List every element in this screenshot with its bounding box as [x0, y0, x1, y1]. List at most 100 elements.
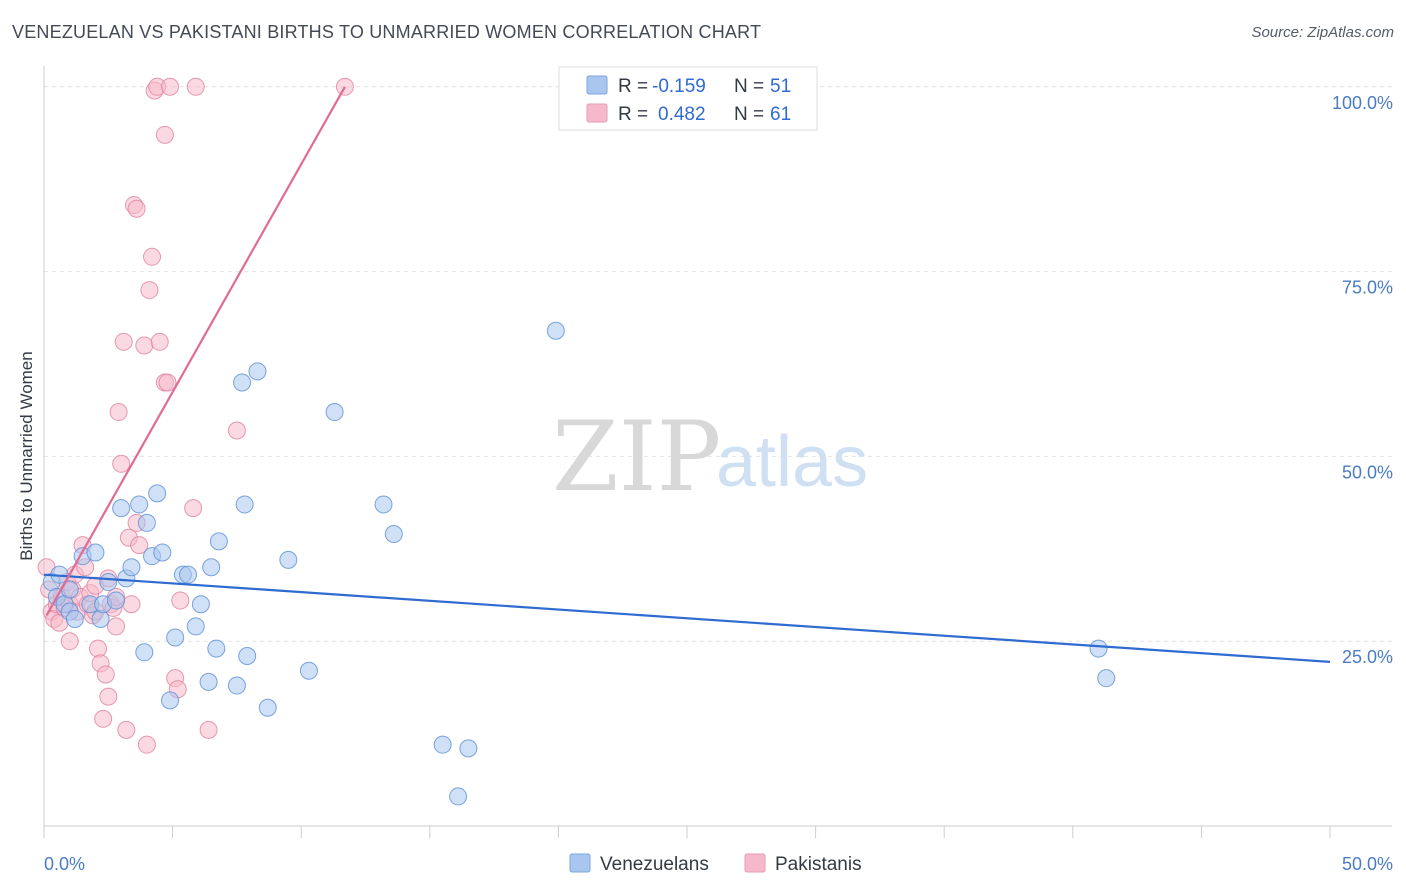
legend-swatch-venezuelans — [586, 75, 608, 95]
x-tick-label-max: 50.0% — [1342, 854, 1393, 874]
legend-n-value-pakistanis: 61 — [770, 104, 791, 125]
y-axis-title: Births to Unmarried Women — [17, 351, 36, 560]
bottom-legend-label-pakistanis: Pakistanis — [775, 854, 862, 875]
data-point-venezuelans — [209, 532, 228, 551]
data-point-pakistanis — [112, 454, 131, 473]
data-point-pakistanis — [140, 281, 159, 300]
gridlines — [44, 86, 1392, 642]
bottom-legend-swatch-venezuelans — [569, 853, 591, 873]
data-points — [37, 77, 1116, 806]
data-point-venezuelans — [179, 565, 198, 584]
data-point-pakistanis — [227, 421, 246, 440]
y-tick-label: 75.0% — [1342, 278, 1393, 298]
data-point-pakistanis — [135, 336, 154, 355]
data-point-pakistanis — [171, 591, 190, 610]
legend-r-value-pakistanis: 0.482 — [658, 104, 706, 125]
data-point-venezuelans — [279, 550, 298, 569]
data-point-pakistanis — [122, 595, 141, 614]
legend-n-label-venezuelans: N = — [734, 76, 764, 97]
data-point-venezuelans — [1089, 639, 1108, 658]
data-point-pakistanis — [96, 665, 115, 684]
chart-title: VENEZUELAN VS PAKISTANI BIRTHS TO UNMARR… — [12, 22, 762, 42]
data-point-venezuelans — [202, 558, 221, 577]
trend-lines — [43, 86, 1331, 663]
data-point-venezuelans — [135, 643, 154, 662]
data-point-pakistanis — [127, 199, 146, 218]
data-point-pakistanis — [155, 125, 174, 144]
data-point-pakistanis — [107, 617, 126, 636]
data-point-pakistanis — [158, 373, 177, 392]
data-point-venezuelans — [91, 610, 110, 629]
watermark-zip: ZIP — [552, 401, 721, 513]
trend-line-venezuelans — [43, 573, 1331, 663]
data-point-pakistanis — [94, 709, 113, 728]
x-tick-label-min: 0.0% — [44, 854, 85, 874]
data-point-venezuelans — [374, 495, 393, 514]
data-point-venezuelans — [99, 573, 118, 592]
data-point-pakistanis — [186, 77, 205, 96]
data-point-pakistanis — [117, 720, 136, 739]
y-tick-labels: 25.0% 50.0% 75.0% 100.0% — [1332, 93, 1393, 667]
data-point-pakistanis — [89, 639, 108, 658]
data-point-venezuelans — [161, 691, 180, 710]
x-tick-labels: 0.0% 50.0% — [44, 854, 1393, 874]
data-point-venezuelans — [1097, 669, 1116, 688]
data-point-pakistanis — [130, 536, 149, 555]
data-point-venezuelans — [233, 373, 252, 392]
data-point-pakistanis — [114, 332, 133, 351]
data-point-venezuelans — [166, 628, 185, 647]
data-point-venezuelans — [238, 646, 257, 665]
data-point-venezuelans — [235, 495, 254, 514]
watermark: ZIP atlas — [552, 401, 868, 513]
data-point-venezuelans — [199, 672, 218, 691]
y-tick-label: 100.0% — [1332, 93, 1393, 113]
data-point-venezuelans — [153, 543, 172, 562]
data-point-pakistanis — [99, 687, 118, 706]
data-point-venezuelans — [299, 661, 318, 680]
data-point-pakistanis — [150, 332, 169, 351]
data-point-venezuelans — [227, 676, 246, 695]
legend-r-label-pakistanis: R = — [618, 104, 648, 125]
legend-r-label-venezuelans: R = — [618, 76, 648, 97]
data-point-pakistanis — [137, 735, 156, 754]
data-point-venezuelans — [325, 403, 344, 422]
bottom-legend-swatch-pakistanis — [744, 853, 766, 873]
data-point-pakistanis — [143, 247, 162, 266]
trend-line-pakistanis — [45, 86, 346, 616]
data-point-venezuelans — [112, 499, 131, 518]
data-point-venezuelans — [86, 543, 105, 562]
data-point-venezuelans — [459, 739, 478, 758]
watermark-atlas: atlas — [716, 422, 868, 502]
data-point-venezuelans — [258, 698, 277, 717]
data-point-venezuelans — [384, 525, 403, 544]
data-point-pakistanis — [109, 403, 128, 422]
data-point-venezuelans — [248, 362, 267, 381]
legend-r-value-venezuelans: -0.159 — [652, 76, 706, 97]
series-legend: Venezuelans Pakistanis — [569, 853, 862, 875]
data-point-venezuelans — [65, 610, 84, 629]
data-point-venezuelans — [130, 495, 149, 514]
data-point-venezuelans — [433, 735, 452, 754]
data-point-pakistanis — [60, 632, 79, 651]
axes — [43, 66, 1392, 838]
y-tick-label: 25.0% — [1342, 647, 1393, 667]
legend-n-value-venezuelans: 51 — [770, 76, 791, 97]
data-point-venezuelans — [449, 787, 468, 806]
data-point-venezuelans — [207, 639, 226, 658]
correlation-legend: R = -0.159 N = 51 R = 0.482 N = 61 — [558, 66, 818, 131]
y-tick-label: 50.0% — [1342, 462, 1393, 482]
data-point-venezuelans — [148, 484, 167, 503]
data-point-pakistanis — [184, 499, 203, 518]
data-point-pakistanis — [161, 77, 180, 96]
data-point-venezuelans — [122, 558, 141, 577]
legend-swatch-pakistanis — [586, 103, 608, 123]
data-point-venezuelans — [186, 617, 205, 636]
source-credit: Source: ZipAtlas.com — [1251, 24, 1394, 41]
legend-n-label-pakistanis: N = — [734, 104, 764, 125]
data-point-venezuelans — [546, 321, 565, 340]
bottom-legend-label-venezuelans: Venezuelans — [600, 854, 709, 875]
data-point-venezuelans — [191, 595, 210, 614]
data-point-venezuelans — [137, 513, 156, 532]
data-point-venezuelans — [107, 591, 126, 610]
